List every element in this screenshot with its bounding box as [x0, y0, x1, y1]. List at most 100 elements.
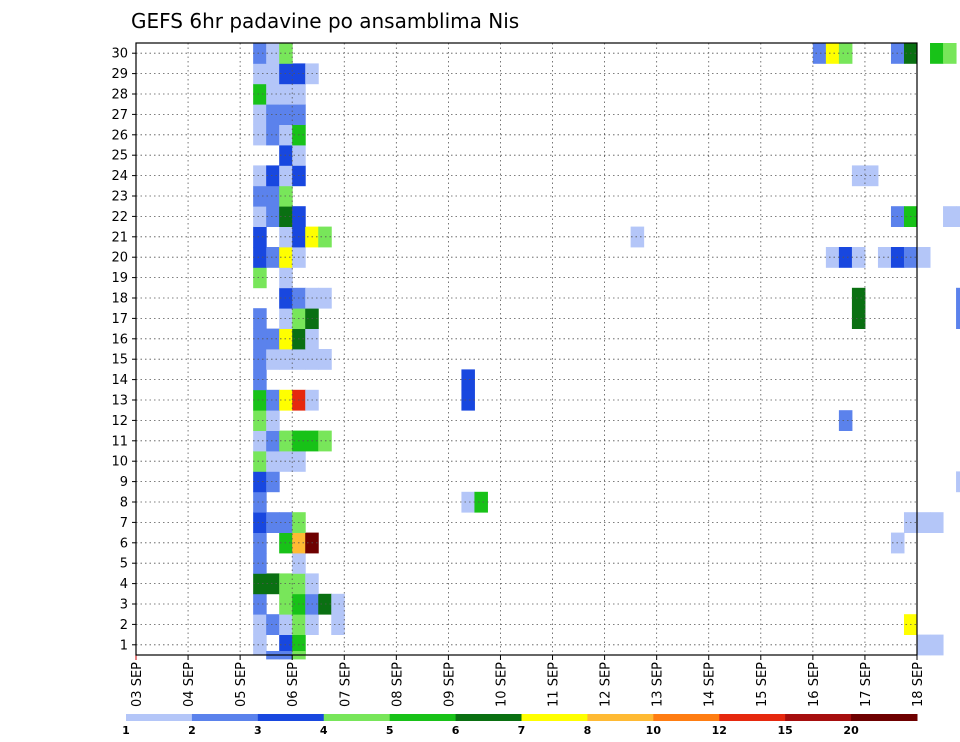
- y-tick-label: 15: [111, 353, 128, 368]
- heatmap-cell: [266, 247, 280, 268]
- heatmap-cell: [917, 512, 931, 533]
- y-tick-label: 20: [111, 251, 128, 266]
- heatmap-cell: [266, 328, 280, 350]
- heatmap-cell: [253, 451, 267, 472]
- colorbar-swatch: [455, 714, 522, 721]
- heatmap-cell: [266, 471, 280, 493]
- grid-lines: [136, 43, 917, 655]
- heatmap-cell: [266, 165, 280, 187]
- heatmap-cell: [956, 287, 960, 309]
- colorbar-swatch: [126, 714, 193, 721]
- y-tick-label: 21: [111, 230, 128, 245]
- y-tick-label: 5: [120, 557, 128, 572]
- heatmap-cell: [253, 267, 267, 289]
- heatmap-cell: [461, 369, 475, 391]
- heatmap-cell: [253, 165, 267, 187]
- y-tick-label: 17: [111, 312, 128, 327]
- heatmap-cell: [253, 369, 267, 391]
- heatmap-cell: [253, 328, 267, 350]
- colorbar-label: 1: [122, 724, 130, 737]
- heatmap-cell: [253, 614, 267, 635]
- heatmap-cell: [838, 410, 853, 431]
- colorbar-swatch: [389, 714, 457, 721]
- y-tick-label: 27: [111, 108, 128, 123]
- heatmap-cell: [318, 226, 332, 248]
- heatmap-cell: [253, 43, 267, 64]
- heatmap-cell: [917, 634, 931, 656]
- heatmap-cell: [253, 206, 267, 227]
- heatmap-cell: [253, 83, 267, 105]
- heatmap-cell: [253, 104, 267, 125]
- colorbar-swatch: [653, 714, 720, 721]
- heatmap-cell: [253, 573, 267, 595]
- heatmap-cell: [825, 247, 840, 268]
- heatmap-cell: [930, 634, 944, 656]
- heatmap-cell: [474, 491, 488, 513]
- heatmap-cell: [318, 593, 332, 615]
- colorbar-label: 2: [188, 724, 196, 737]
- x-tick-label: 04 SEP: [182, 662, 197, 707]
- y-tick-label: 6: [120, 536, 128, 551]
- colorbar-label: 6: [452, 724, 460, 737]
- y-tick-label: 10: [111, 455, 128, 470]
- x-tick-label: 05 SEP: [234, 662, 249, 707]
- heatmap-cell: [253, 226, 267, 248]
- y-axis-member-labels: 1234567891011121314151617181920212223242…: [111, 47, 136, 653]
- heatmap-cell: [266, 451, 280, 472]
- heatmap-cell: [461, 491, 475, 513]
- colorbar-label: 7: [518, 724, 526, 737]
- x-tick-label: 14 SEP: [703, 662, 718, 707]
- heatmap-cell: [253, 308, 267, 329]
- colorbar-swatch: [521, 714, 588, 721]
- x-tick-label: 03 SEP: [130, 662, 145, 707]
- heatmap-cell: [630, 226, 645, 248]
- heatmap-cell: [266, 43, 280, 64]
- heatmap-cell: [253, 185, 267, 207]
- heatmap-cell: [253, 593, 267, 615]
- heatmap-cell: [253, 410, 267, 431]
- colorbar-label: 4: [320, 724, 328, 737]
- heatmap-cell: [956, 471, 960, 493]
- colorbar-swatch: [785, 714, 852, 721]
- y-tick-label: 26: [111, 128, 128, 143]
- heatmap-cell: [266, 614, 280, 635]
- heatmap-cell: [838, 247, 853, 268]
- colorbar-label: 15: [778, 724, 793, 737]
- heatmap-cell: [917, 247, 931, 268]
- heatmap-cell: [253, 349, 267, 370]
- heatmap-cell: [956, 206, 960, 227]
- heatmap-cell: [943, 206, 957, 227]
- heatmap-cell: [253, 430, 267, 452]
- heatmap-cell: [930, 43, 944, 64]
- heatmap-cell: [253, 247, 267, 268]
- y-tick-label: 18: [111, 292, 128, 307]
- heatmap-cell: [253, 471, 267, 493]
- y-tick-label: 3: [120, 598, 128, 613]
- heatmap-cell: [266, 206, 280, 227]
- heatmap-cells: [253, 43, 960, 660]
- heatmap-cell: [266, 430, 280, 452]
- y-tick-label: 13: [111, 394, 128, 409]
- chart-title: GEFS 6hr padavine po ansamblima Nis: [131, 9, 519, 33]
- heatmap-cell: [253, 553, 267, 574]
- heatmap-cell: [331, 614, 345, 635]
- x-tick-label: 12 SEP: [599, 662, 614, 707]
- x-tick-label: 07 SEP: [338, 662, 353, 707]
- heatmap-cell: [318, 349, 332, 370]
- heatmap-cell: [253, 491, 267, 513]
- y-tick-label: 7: [120, 516, 128, 531]
- y-tick-label: 25: [111, 149, 128, 164]
- heatmap-cell: [838, 43, 853, 64]
- heatmap-cell: [266, 83, 280, 105]
- x-tick-label: 18 SEP: [911, 662, 926, 707]
- colorbar-swatch: [587, 714, 654, 721]
- x-tick-label: 09 SEP: [442, 662, 457, 707]
- heatmap-cell: [253, 124, 267, 146]
- heatmap-cell: [877, 247, 892, 268]
- x-tick-label: 11 SEP: [547, 662, 562, 707]
- heatmap-cell: [812, 43, 827, 64]
- x-tick-label: 17 SEP: [859, 662, 874, 707]
- heatmap-cell: [253, 512, 267, 533]
- heatmap-cell: [266, 573, 280, 595]
